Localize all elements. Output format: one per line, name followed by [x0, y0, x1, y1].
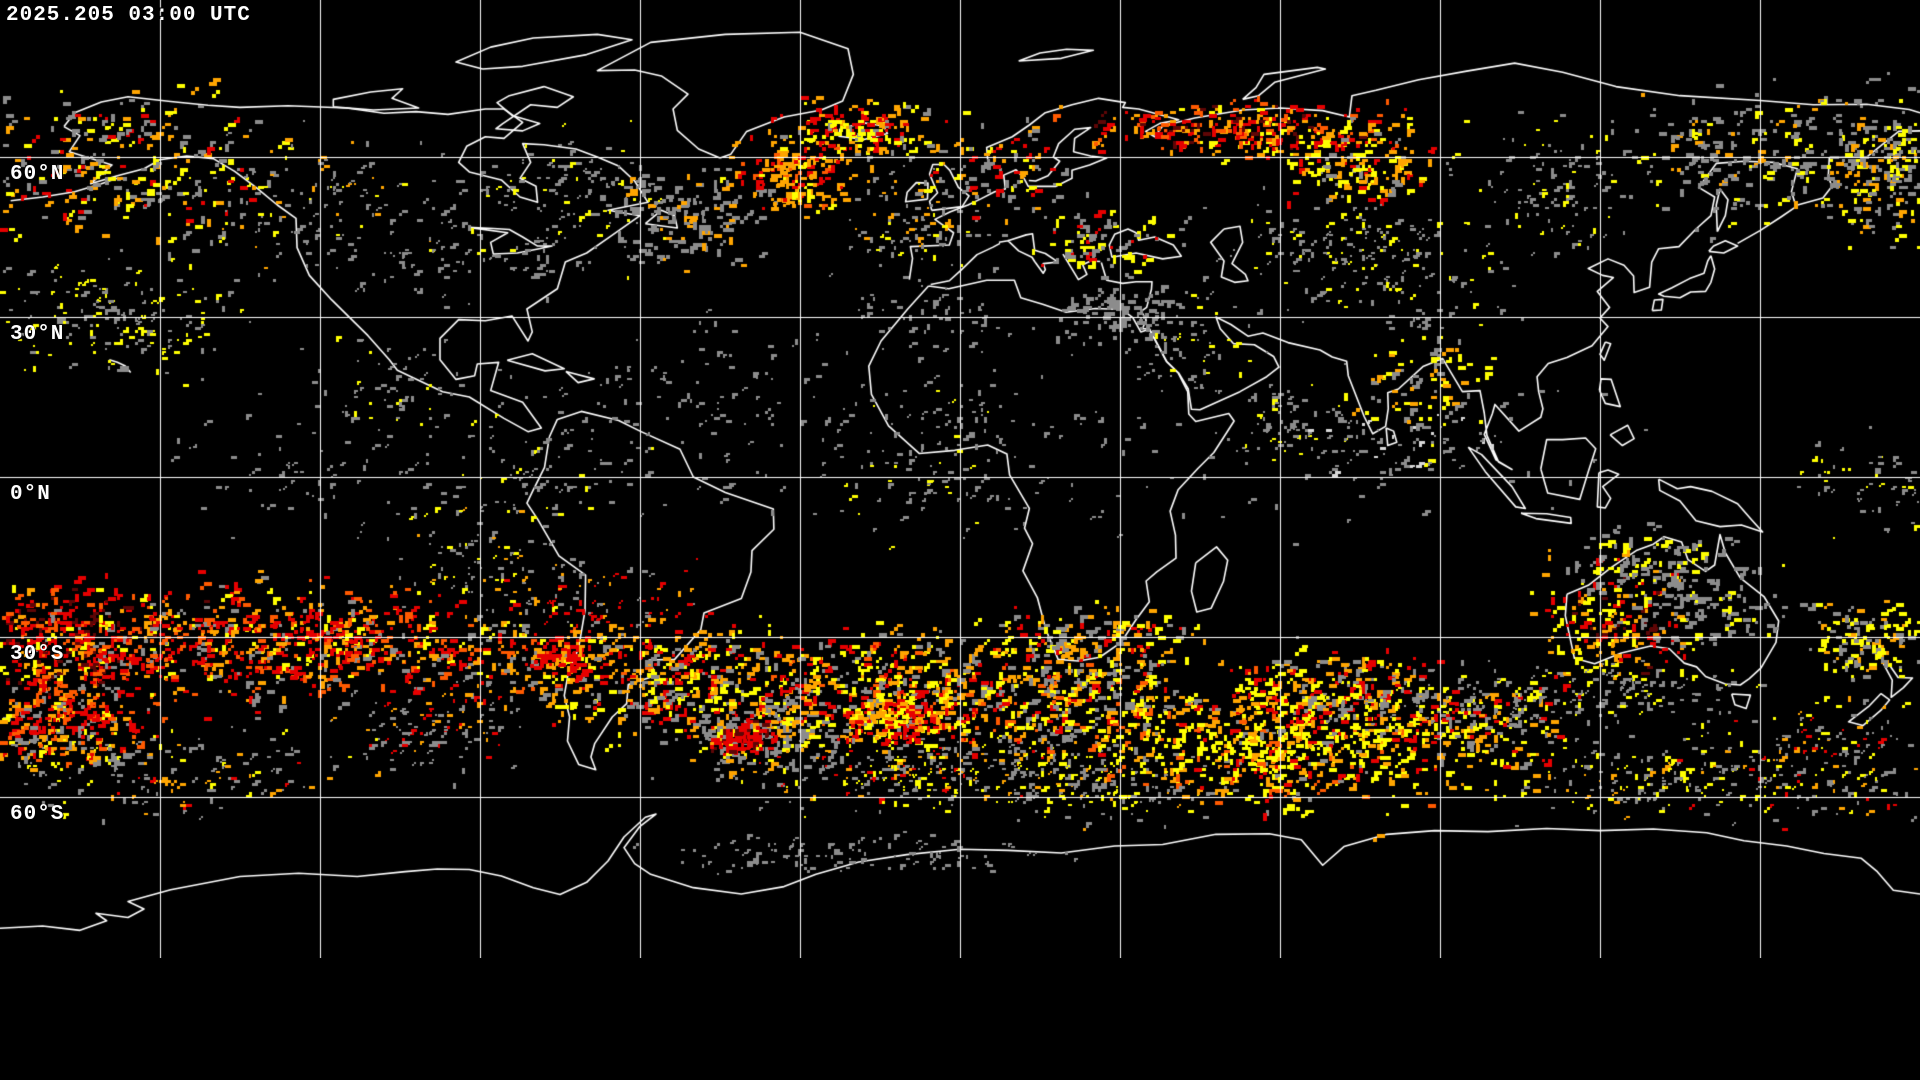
- lat-label-30S: 30°S: [10, 643, 65, 666]
- lat-label-60N: 60°N: [10, 163, 65, 186]
- legend-bar: SLW Large Drop Index 13.5-1616-1919-2222…: [0, 958, 1920, 1080]
- lat-label-30N: 30°N: [10, 323, 65, 346]
- lat-label-0N: 0°N: [10, 483, 51, 506]
- lat-label-60S: 60°S: [10, 803, 65, 826]
- timestamp: 2025.205 03:00 UTC: [6, 4, 251, 27]
